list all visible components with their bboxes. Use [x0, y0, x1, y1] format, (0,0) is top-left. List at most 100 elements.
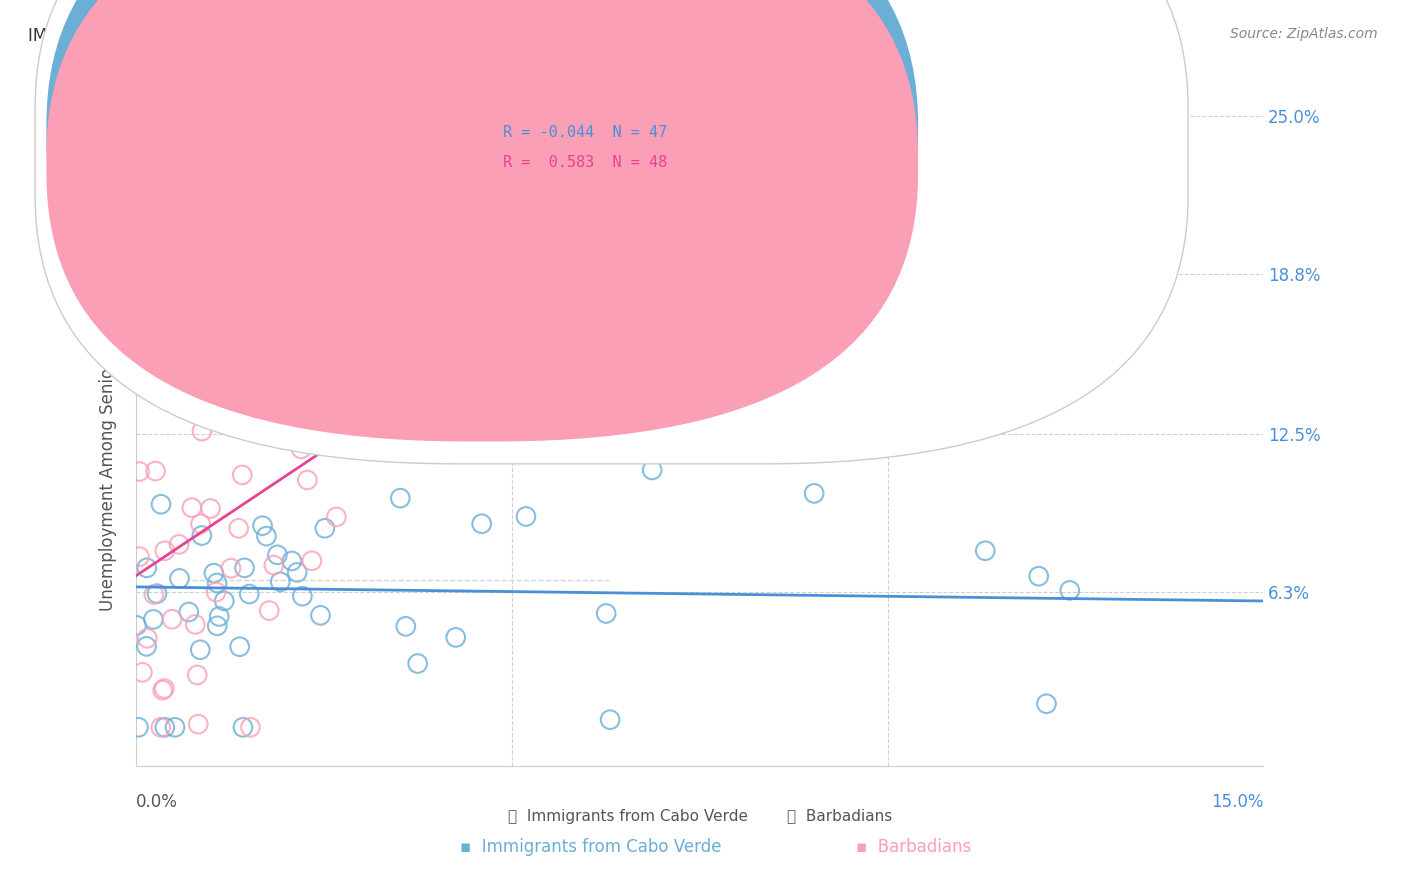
Point [257, 604, 280, 618]
Point [309, 608, 332, 623]
Point [205, 585, 228, 599]
Text: Source: ZipAtlas.com: Source: ZipAtlas.com [1230, 27, 1378, 41]
Point [620, 81, 643, 95]
Point [200, 501, 222, 516]
Point [207, 619, 229, 633]
Point [330, 411, 353, 425]
Point [243, 400, 266, 414]
Point [215, 328, 238, 343]
Point [145, 464, 167, 478]
Point [633, 184, 655, 198]
Point [301, 554, 323, 568]
Point [127, 720, 149, 734]
Point [1028, 569, 1050, 583]
Point [191, 528, 214, 542]
Point [163, 720, 186, 734]
Point [231, 467, 253, 482]
Point [160, 612, 183, 626]
Point [202, 566, 225, 581]
Point [641, 463, 664, 477]
Point [153, 720, 176, 734]
Text: ZIPatlas: ZIPatlas [536, 387, 863, 456]
Text: R = -0.044  N = 47: R = -0.044 N = 47 [503, 125, 668, 139]
Point [238, 587, 260, 601]
Point [325, 510, 347, 524]
Point [444, 631, 467, 645]
Point [868, 405, 890, 419]
Point [260, 417, 283, 431]
Point [467, 370, 489, 384]
Point [277, 332, 299, 346]
Point [297, 473, 319, 487]
Point [146, 586, 169, 600]
Point [395, 619, 418, 633]
Point [395, 378, 418, 392]
Point [239, 720, 262, 734]
Point [406, 657, 429, 671]
Point [136, 632, 159, 646]
Point [135, 640, 157, 654]
Point [228, 640, 250, 654]
Point [150, 497, 173, 511]
Point [389, 491, 412, 505]
Point [291, 589, 314, 603]
Point [219, 561, 242, 575]
Point [142, 587, 165, 601]
Point [595, 607, 617, 621]
Point [494, 291, 516, 305]
Point [233, 561, 256, 575]
Point [314, 521, 336, 535]
Point [491, 259, 513, 273]
Point [256, 529, 278, 543]
Point [599, 713, 621, 727]
Point [128, 549, 150, 564]
Point [153, 681, 176, 696]
Point [1035, 697, 1057, 711]
Point [257, 373, 280, 387]
Point [152, 683, 174, 698]
Point [266, 548, 288, 562]
Point [471, 516, 494, 531]
Point [214, 594, 236, 608]
Point [135, 561, 157, 575]
Text: 0.0%: 0.0% [136, 793, 179, 811]
Point [177, 605, 200, 619]
Point [269, 574, 291, 589]
Point [184, 617, 207, 632]
Point [803, 486, 825, 500]
Point [613, 58, 636, 72]
Point [529, 200, 551, 214]
Text: IMMIGRANTS FROM CABO VERDE VS BARBADIAN UNEMPLOYMENT AMONG SENIORS OVER 65 YEARS: IMMIGRANTS FROM CABO VERDE VS BARBADIAN … [28, 27, 1047, 45]
Text: 15.0%: 15.0% [1211, 793, 1263, 811]
Point [186, 668, 208, 682]
Y-axis label: Unemployment Among Seniors over 65 years: Unemployment Among Seniors over 65 years [100, 232, 117, 611]
Point [128, 465, 150, 479]
Point [125, 618, 148, 632]
Point [250, 359, 273, 373]
Point [470, 260, 492, 275]
Point [190, 516, 212, 531]
Point [208, 609, 231, 624]
Point [205, 576, 228, 591]
Point [263, 558, 285, 573]
Point [423, 407, 446, 421]
Text: ⬜  Immigrants from Cabo Verde        ⬜  Barbadians: ⬜ Immigrants from Cabo Verde ⬜ Barbadian… [508, 808, 891, 823]
Point [974, 543, 997, 558]
Point [191, 424, 214, 438]
Point [290, 442, 312, 456]
Point [252, 518, 274, 533]
Point [149, 720, 172, 734]
Point [1059, 583, 1081, 598]
Point [187, 717, 209, 731]
Point [228, 521, 250, 535]
Point [515, 509, 537, 524]
Point [169, 571, 191, 585]
Point [222, 413, 245, 427]
Text: ▪  Immigrants from Cabo Verde: ▪ Immigrants from Cabo Verde [460, 838, 721, 856]
Point [131, 665, 153, 680]
Point [180, 500, 202, 515]
Point [188, 642, 211, 657]
Text: ▪  Barbadians: ▪ Barbadians [856, 838, 972, 856]
Point [142, 612, 165, 626]
Point [167, 537, 190, 551]
